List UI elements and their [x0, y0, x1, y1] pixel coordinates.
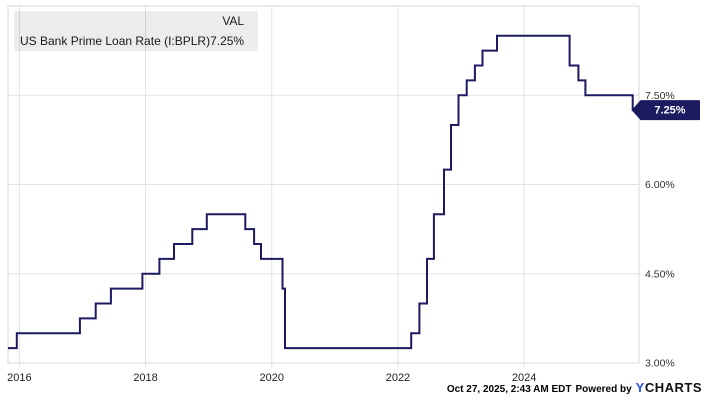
y-tick-label: 7.50%: [645, 90, 675, 102]
legend-val-header: VAL: [222, 14, 245, 28]
ycharts-logo-charts: CHARTS: [644, 380, 702, 395]
legend-series-name: US Bank Prime Loan Rate (I:BPLR): [20, 34, 211, 48]
x-tick-label: 2022: [386, 372, 410, 384]
y-tick-label: 3.00%: [645, 358, 675, 370]
y-tick-label: 6.00%: [645, 179, 675, 191]
x-tick-label: 2020: [260, 372, 284, 384]
last-value-tag: [632, 100, 700, 121]
x-tick-label: 2024: [512, 372, 536, 384]
footer: Oct 27, 2025, 2:43 AM EDT Powered by YCH…: [447, 380, 702, 396]
last-value-tag-label: 7.25%: [654, 105, 685, 117]
timestamp: Oct 27, 2025, 2:43 AM EDT: [446, 384, 572, 395]
powered-by-label: Powered by: [575, 384, 632, 395]
legend-series-value: 7.25%: [210, 34, 245, 48]
ycharts-logo: YCHARTS: [636, 380, 702, 395]
ycharts-logo-y: Y: [635, 380, 645, 395]
x-tick-label: 2018: [133, 372, 157, 384]
plot-border: [7, 5, 640, 364]
y-tick-label: 4.50%: [645, 268, 675, 280]
legend-box: VAL US Bank Prime Loan Rate (I:BPLR) 7.2…: [14, 11, 258, 51]
prime-rate-line: [8, 34, 639, 350]
x-tick-label: 2016: [7, 372, 31, 384]
